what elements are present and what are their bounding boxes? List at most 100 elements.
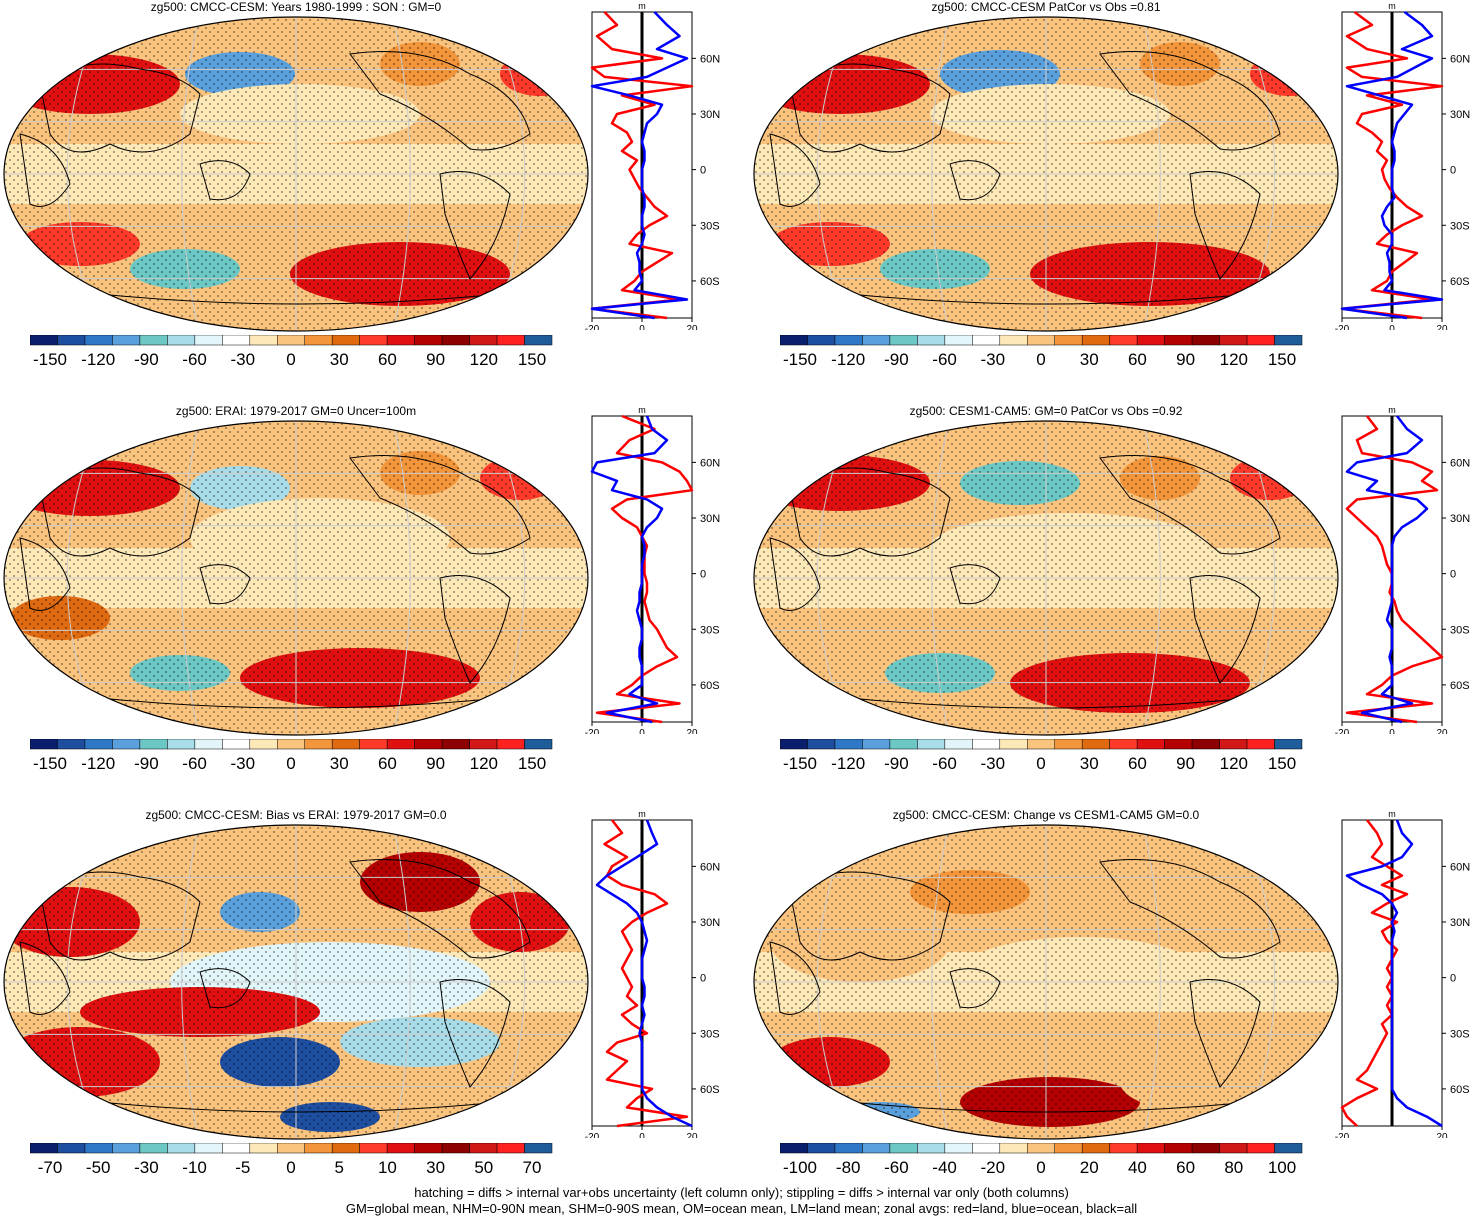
profile-land-line <box>1340 819 1409 1127</box>
colorbar-label: -60 <box>932 350 957 369</box>
colorbar-swatch <box>496 1143 525 1154</box>
colorbar-swatch <box>30 739 58 750</box>
profile-xlabel: m <box>638 405 646 415</box>
profile-lattick-label: 60S <box>1450 680 1470 692</box>
map <box>3 420 589 736</box>
colorbar-swatch <box>999 739 1028 750</box>
colorbar: -150 -120 -90 -60 -30 0 30 60 90 120 150 <box>30 739 553 773</box>
colorbar-label: -10 <box>182 1158 207 1177</box>
colorbar-swatch <box>524 335 553 346</box>
colorbar-swatch <box>57 335 86 346</box>
colorbar: -150 -120 -90 -60 -30 0 30 60 90 120 150 <box>780 335 1303 369</box>
colorbar-label: -80 <box>836 1158 861 1177</box>
profile-lattick-label: 30N <box>700 109 720 121</box>
colorbar-swatch <box>331 1143 360 1154</box>
colorbar-swatch <box>84 335 113 346</box>
profile-lattick-label: 30N <box>1450 917 1470 929</box>
profile-land-line <box>595 414 694 724</box>
colorbar-swatch <box>331 739 360 750</box>
profile-xtick-label: 20 <box>686 324 698 330</box>
colorbar-swatch <box>139 335 168 346</box>
colorbar-swatch <box>359 739 388 750</box>
colorbar-swatch <box>889 335 918 346</box>
coastline <box>1189 575 1261 684</box>
colorbar-swatch <box>496 739 525 750</box>
profile-lattick-label: 60S <box>700 276 720 288</box>
colorbar-label: 0 <box>286 350 295 369</box>
colorbar-swatch <box>1027 1143 1055 1154</box>
colorbar-label: 20 <box>1080 1158 1099 1177</box>
profile-xtick-label: 20 <box>1436 1132 1448 1138</box>
colorbar-label: 30 <box>1080 754 1099 773</box>
colorbar-swatch <box>917 1143 946 1154</box>
colorbar-swatch <box>1081 1143 1110 1154</box>
colorbar-swatch <box>862 1143 891 1154</box>
colorbar-swatch <box>30 1143 58 1154</box>
coastline <box>349 51 531 151</box>
colorbar-swatch <box>1054 739 1083 750</box>
colorbar: -150 -120 -90 -60 -30 0 30 60 90 120 150 <box>30 335 553 369</box>
zonal-profile: m -20 0 20 60N 30N 0 30S 60S <box>585 405 720 734</box>
colorbar-swatch <box>917 739 946 750</box>
coastline <box>769 941 821 1015</box>
colorbar-label: -50 <box>86 1158 111 1177</box>
colorbar-label: -90 <box>134 754 159 773</box>
colorbar-label: -120 <box>81 350 115 369</box>
panel-title: zg500: CMCC-CESM: Bias vs ERAI: 1979-201… <box>145 808 447 822</box>
coastline <box>1189 979 1261 1088</box>
colorbar-swatch <box>277 335 305 346</box>
coastline <box>439 575 511 684</box>
colorbar-label: 100 <box>1268 1158 1296 1177</box>
colorbar-swatch <box>194 335 223 346</box>
colorbar-swatch <box>1081 335 1110 346</box>
coastline <box>789 871 951 961</box>
panel-3: zg500: ERAI: 1979-2017 GM=0 Uncer=100m m… <box>0 404 741 809</box>
profile-ocean-line <box>1345 415 1429 724</box>
colorbar-label: 5 <box>334 1158 343 1177</box>
profile-xtick-label: -20 <box>1335 728 1350 734</box>
colorbar-label: -150 <box>783 754 817 773</box>
zonal-profile: m -20 0 20 60N 30N 0 30S 60S <box>1335 1 1470 330</box>
coastline <box>769 537 821 611</box>
colorbar-label: -30 <box>981 754 1006 773</box>
colorbar-label: -20 <box>981 1158 1006 1177</box>
graticule-lon <box>1142 421 1161 735</box>
colorbar-swatch <box>1164 739 1193 750</box>
colorbar-swatch <box>972 335 1001 346</box>
profile-lattick-label: 0 <box>1450 569 1456 581</box>
colorbar-swatch <box>917 335 946 346</box>
colorbar-swatch <box>1219 739 1248 750</box>
colorbar-label: -30 <box>981 350 1006 369</box>
colorbar-swatch <box>222 739 251 750</box>
profile-xtick-label: 0 <box>639 324 645 330</box>
profile-lattick-label: 0 <box>700 973 706 985</box>
profile-xlabel: m <box>1388 809 1396 819</box>
profile-xtick-label: 0 <box>1389 728 1395 734</box>
profile-xtick-label: -20 <box>585 1132 600 1138</box>
profile-xtick-label: -20 <box>1335 1132 1350 1138</box>
colorbar-label: 30 <box>1080 350 1099 369</box>
map-outline <box>753 420 1339 736</box>
colorbar-label: -120 <box>81 754 115 773</box>
profile-lattick-label: 60S <box>700 1084 720 1096</box>
colorbar-swatch <box>862 739 891 750</box>
colorbar-swatch <box>57 1143 86 1154</box>
profile-xtick-label: -20 <box>585 728 600 734</box>
colorbar-label: 0 <box>286 1158 295 1177</box>
profile-lattick-label: 60N <box>700 861 720 873</box>
graticule-lon <box>181 825 200 1139</box>
colorbar-label: -100 <box>783 1158 817 1177</box>
colorbar-swatch <box>889 739 918 750</box>
colorbar-label: 120 <box>1220 350 1248 369</box>
colorbar-swatch <box>112 739 141 750</box>
coastline <box>39 871 201 961</box>
coastline <box>439 979 511 1088</box>
colorbar-swatch <box>386 739 415 750</box>
profile-xlabel: m <box>638 1 646 11</box>
colorbar-label: -60 <box>932 754 957 773</box>
colorbar-label: 60 <box>1176 1158 1195 1177</box>
coastline <box>1189 171 1261 280</box>
profile-ocean-line <box>1340 10 1444 320</box>
footer-line-1: hatching = diffs > internal var+obs unce… <box>414 1185 1069 1200</box>
colorbar-label: -30 <box>231 350 256 369</box>
